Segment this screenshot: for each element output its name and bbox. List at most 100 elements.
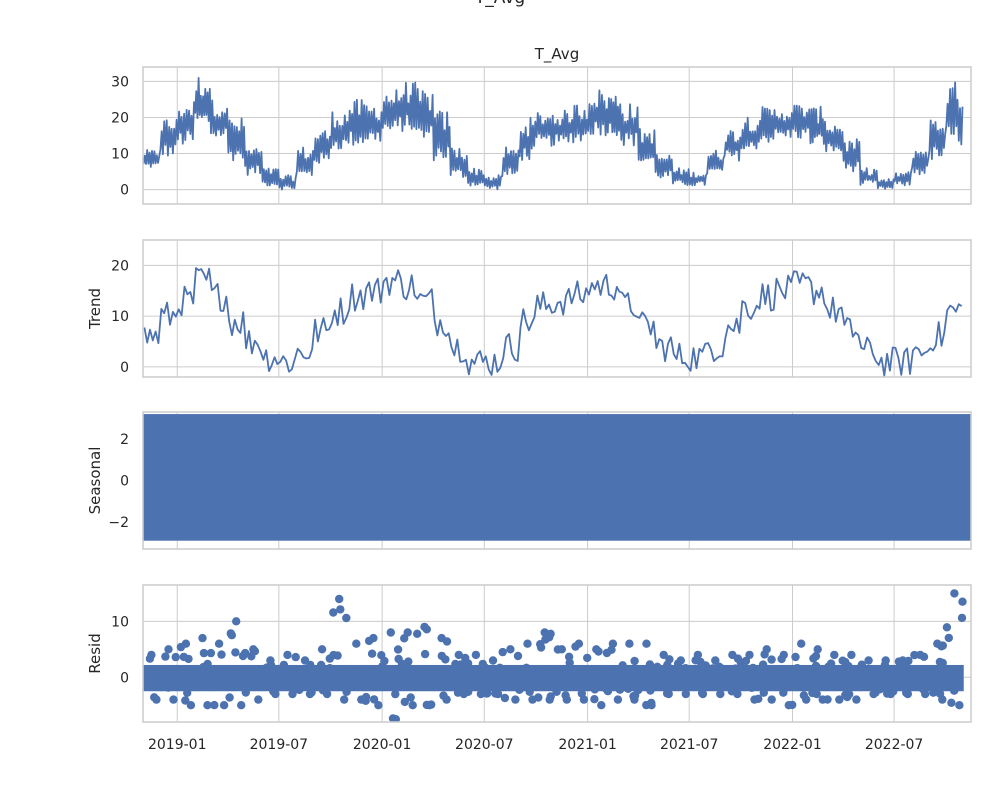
resid-core xyxy=(415,664,434,692)
resid-point xyxy=(241,688,250,697)
resid-point xyxy=(865,681,875,690)
resid-point xyxy=(681,664,690,674)
resid-point xyxy=(659,650,668,660)
resid-point xyxy=(583,653,592,663)
resid-point xyxy=(847,650,856,660)
resid-point xyxy=(161,652,170,661)
resid-point xyxy=(513,651,523,661)
x-tick-label: 2021-07 xyxy=(660,737,719,753)
resid-point xyxy=(808,688,817,698)
resid-point xyxy=(164,645,173,654)
resid-point xyxy=(283,650,292,660)
resid-point xyxy=(886,689,895,699)
resid-point xyxy=(397,659,407,668)
resid-point xyxy=(152,695,161,704)
resid-point xyxy=(227,631,236,640)
resid-point xyxy=(511,695,520,704)
resid-point xyxy=(686,678,695,687)
resid-point xyxy=(289,669,299,679)
y-tick-label: 10 xyxy=(111,309,129,325)
resid-point xyxy=(602,684,611,694)
resid-point xyxy=(903,689,912,699)
resid-point xyxy=(454,650,463,660)
resid-point xyxy=(214,639,224,648)
resid-point xyxy=(167,668,176,677)
resid-point xyxy=(500,693,510,703)
resid-point xyxy=(147,650,156,660)
resid-point xyxy=(463,659,473,668)
resid-point xyxy=(391,715,400,722)
resid-point xyxy=(305,689,315,699)
resid-point xyxy=(624,684,633,693)
y-tick-label: 0 xyxy=(120,360,129,376)
resid-point xyxy=(579,695,589,704)
resid-point xyxy=(152,674,162,683)
resid-point xyxy=(565,658,574,667)
resid-point xyxy=(369,695,379,704)
resid-point xyxy=(775,669,784,679)
resid-point xyxy=(403,667,412,676)
resid-point xyxy=(186,701,196,710)
x-tick-label: 2021-01 xyxy=(558,737,617,753)
series-line-observed xyxy=(143,77,964,191)
resid-point xyxy=(809,673,818,682)
resid-point xyxy=(793,664,802,673)
resid-point xyxy=(400,697,409,707)
resid-point xyxy=(568,669,578,679)
resid-point xyxy=(413,629,422,638)
resid-point xyxy=(731,664,740,673)
resid-point xyxy=(767,695,776,704)
resid-point xyxy=(813,645,822,654)
resid-point xyxy=(823,695,832,704)
y-axis-label: Seasonal xyxy=(86,447,104,515)
resid-point xyxy=(662,663,671,673)
resid-point xyxy=(386,628,395,637)
resid-point xyxy=(797,639,806,648)
resid-point xyxy=(329,608,338,617)
resid-point xyxy=(590,695,599,704)
resid-point xyxy=(465,668,475,677)
resid-point xyxy=(345,665,354,675)
resid-point xyxy=(143,678,151,688)
resid-point xyxy=(856,664,865,674)
resid-point xyxy=(249,645,258,654)
resid-point xyxy=(552,687,561,696)
resid-point xyxy=(811,661,821,671)
resid-point xyxy=(540,628,549,637)
resid-point xyxy=(741,656,751,666)
resid-point xyxy=(916,650,925,660)
resid-point xyxy=(676,656,685,665)
resid-point xyxy=(316,660,326,670)
resid-point xyxy=(464,687,473,696)
resid-point xyxy=(271,689,280,699)
resid-point xyxy=(593,677,603,687)
resid-point xyxy=(746,665,755,674)
resid-point xyxy=(824,662,833,671)
resid-point xyxy=(830,650,839,660)
resid-point xyxy=(361,665,370,675)
resid-point xyxy=(642,639,651,648)
resid-point xyxy=(783,670,793,679)
resid-point xyxy=(155,667,165,676)
panel-observed: 0 10 20 30 T_Avg xyxy=(111,45,972,205)
resid-point xyxy=(340,695,349,704)
resid-point xyxy=(498,671,507,680)
resid-point xyxy=(811,651,821,661)
resid-point xyxy=(758,660,768,669)
y-tick-label: 0 xyxy=(120,670,129,686)
resid-point xyxy=(912,678,921,687)
resid-point xyxy=(425,701,434,710)
resid-point xyxy=(437,651,446,661)
resid-point xyxy=(234,680,244,689)
resid-point xyxy=(183,688,192,697)
resid-point xyxy=(369,633,378,643)
resid-point xyxy=(747,683,756,692)
resid-point xyxy=(382,679,391,688)
resid-point xyxy=(181,639,191,648)
y-tick-label: 10 xyxy=(111,147,129,163)
resid-point xyxy=(476,682,485,691)
resid-point xyxy=(231,648,240,657)
resid-point xyxy=(203,701,212,710)
panel-frame xyxy=(142,411,972,550)
